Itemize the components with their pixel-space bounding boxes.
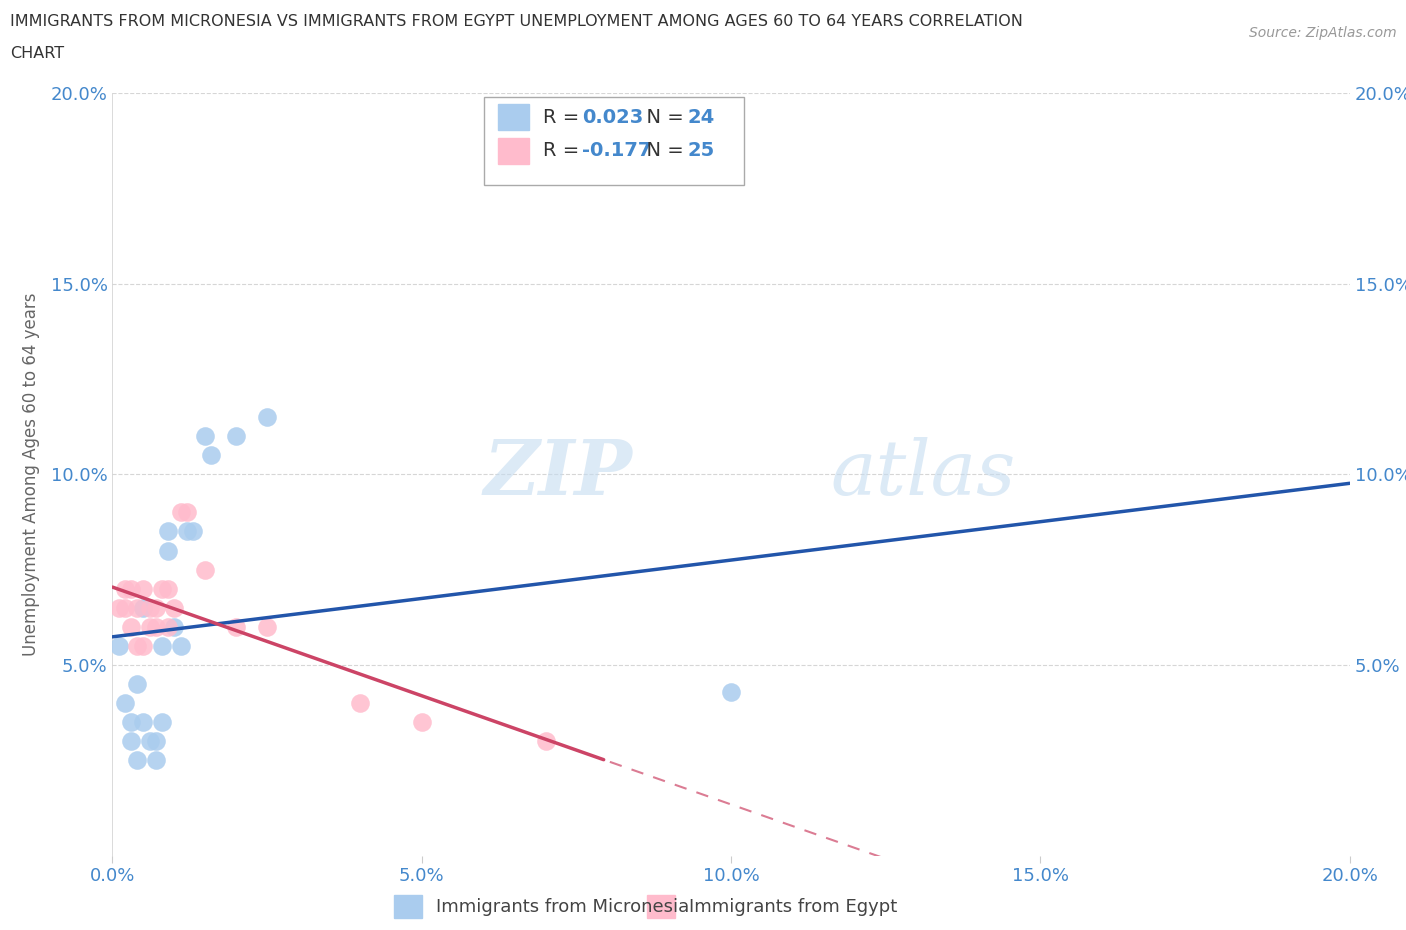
Point	[225, 429, 247, 444]
Point	[150, 715, 173, 730]
Point	[163, 601, 186, 616]
Point	[163, 619, 186, 634]
Point	[225, 619, 247, 634]
Point	[194, 429, 217, 444]
Point	[114, 696, 136, 711]
Point	[138, 734, 160, 749]
Point	[534, 734, 557, 749]
Point	[720, 684, 742, 699]
Text: -0.177: -0.177	[582, 141, 651, 160]
Point	[132, 601, 155, 616]
Y-axis label: Unemployment Among Ages 60 to 64 years: Unemployment Among Ages 60 to 64 years	[21, 293, 39, 656]
Point	[145, 601, 167, 616]
Point	[132, 581, 155, 596]
Point	[411, 715, 433, 730]
Text: Immigrants from Micronesia: Immigrants from Micronesia	[436, 897, 689, 916]
Text: IMMIGRANTS FROM MICRONESIA VS IMMIGRANTS FROM EGYPT UNEMPLOYMENT AMONG AGES 60 T: IMMIGRANTS FROM MICRONESIA VS IMMIGRANTS…	[10, 14, 1022, 29]
Text: 24: 24	[688, 108, 714, 126]
Point	[150, 581, 173, 596]
Point	[256, 410, 278, 425]
Point	[157, 619, 180, 634]
Point	[145, 753, 167, 768]
Text: CHART: CHART	[10, 46, 63, 61]
Point	[132, 715, 155, 730]
Point	[132, 639, 155, 654]
Point	[157, 525, 180, 539]
Point	[194, 563, 217, 578]
Point	[120, 715, 142, 730]
Text: 0.023: 0.023	[582, 108, 644, 126]
Text: Immigrants from Egypt: Immigrants from Egypt	[689, 897, 897, 916]
Point	[169, 505, 191, 520]
Point	[169, 639, 191, 654]
Point	[157, 543, 180, 558]
Text: Source: ZipAtlas.com: Source: ZipAtlas.com	[1249, 26, 1396, 40]
Point	[138, 619, 160, 634]
Point	[176, 505, 198, 520]
Point	[256, 619, 278, 634]
Text: R =: R =	[543, 141, 585, 160]
Text: N =: N =	[634, 108, 690, 126]
Point	[120, 734, 142, 749]
Point	[114, 601, 136, 616]
Point	[127, 753, 149, 768]
Point	[145, 619, 167, 634]
Point	[114, 581, 136, 596]
Point	[157, 581, 180, 596]
Point	[127, 677, 149, 692]
Point	[127, 601, 149, 616]
Point	[176, 525, 198, 539]
Point	[127, 639, 149, 654]
Point	[150, 639, 173, 654]
Text: N =: N =	[634, 141, 690, 160]
Point	[107, 601, 129, 616]
Text: R =: R =	[543, 108, 585, 126]
Text: atlas: atlas	[830, 437, 1015, 512]
Point	[120, 619, 142, 634]
Point	[349, 696, 371, 711]
Point	[107, 639, 129, 654]
Point	[145, 734, 167, 749]
Text: 25: 25	[688, 141, 714, 160]
Point	[138, 601, 160, 616]
Point	[120, 581, 142, 596]
Text: ZIP: ZIP	[484, 437, 633, 512]
Point	[200, 448, 222, 463]
Point	[181, 525, 204, 539]
